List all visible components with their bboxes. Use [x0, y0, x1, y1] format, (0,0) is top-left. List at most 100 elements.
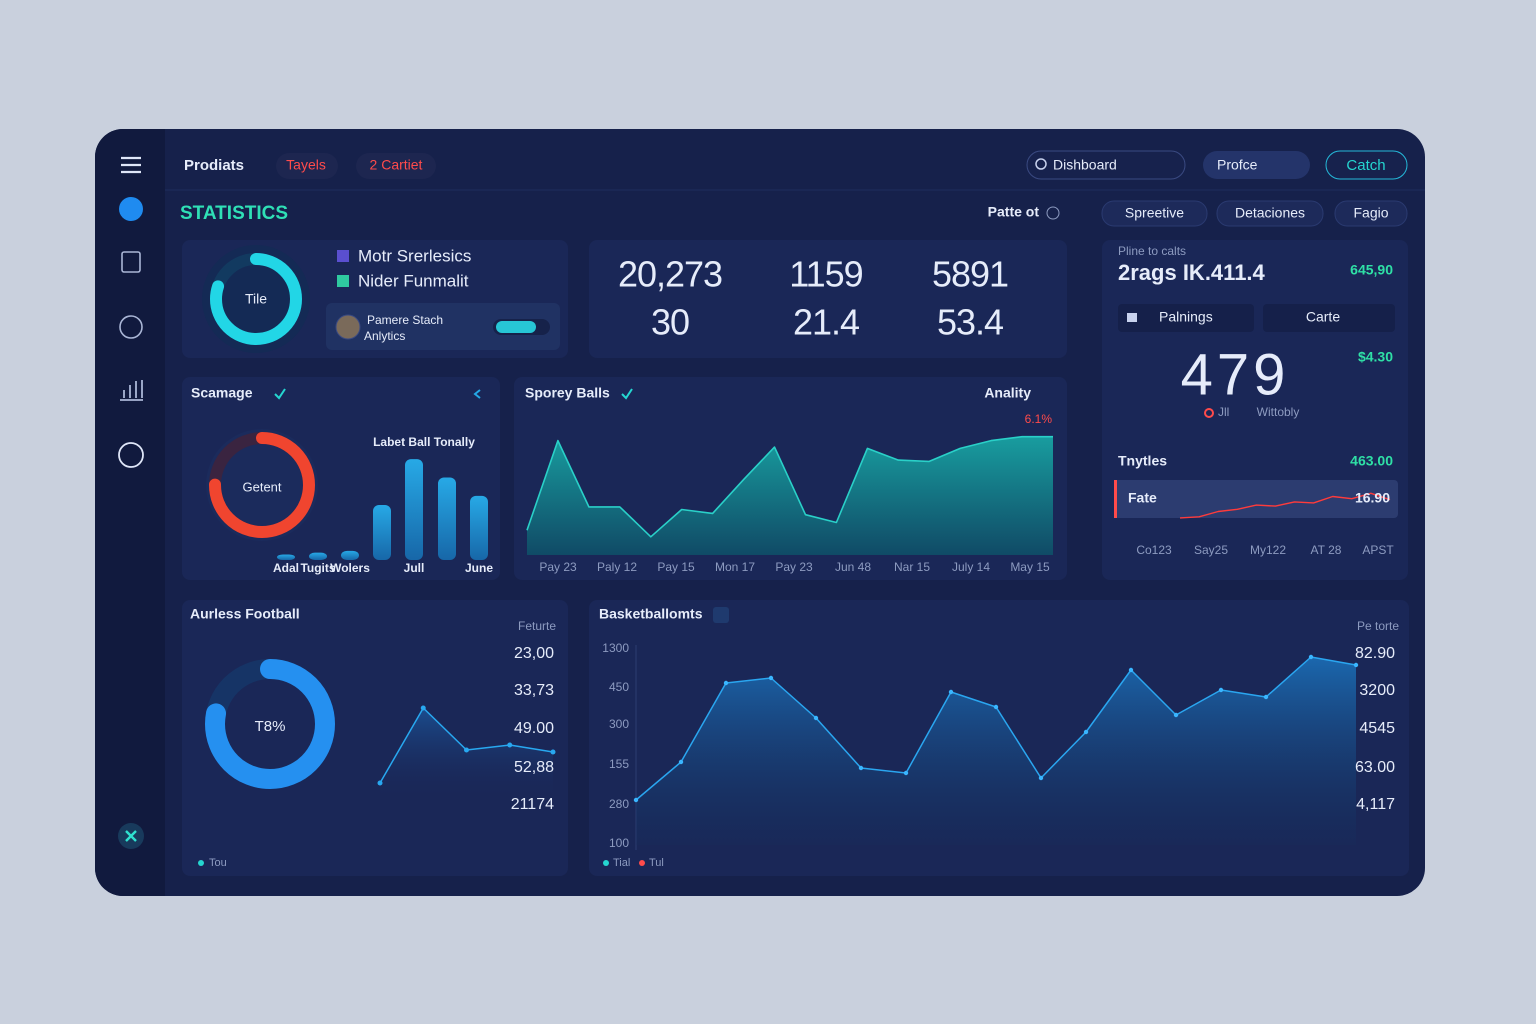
- bar: [341, 550, 359, 560]
- x-label: AT 28: [1311, 543, 1342, 557]
- point: [1083, 729, 1089, 735]
- bar: [277, 554, 295, 560]
- legend-text: Tou: [209, 857, 227, 869]
- stats-icon[interactable]: [119, 315, 143, 339]
- point: [420, 705, 426, 711]
- x-label: Pay 23: [539, 560, 577, 574]
- user-pill[interactable]: [326, 303, 560, 350]
- badge: 6.1%: [1025, 412, 1053, 426]
- side-value: 82.90: [1355, 645, 1395, 662]
- point: [993, 704, 999, 710]
- card-right: Anality: [984, 385, 1031, 401]
- gauge-arc: [210, 253, 302, 345]
- edit-icon[interactable]: [121, 251, 141, 273]
- side-value: 52,88: [514, 759, 554, 776]
- side-title: Feturte: [518, 619, 556, 633]
- note: Wittobly: [1257, 405, 1300, 419]
- x-label: Pay 15: [657, 560, 695, 574]
- x-label: Tugits: [300, 561, 335, 575]
- gauge-label: Tile: [245, 291, 267, 307]
- nav-pill[interactable]: [356, 153, 436, 179]
- help-icon[interactable]: [713, 607, 729, 623]
- legend-dot: [603, 860, 609, 866]
- nav-item[interactable]: 2 Cartiet: [370, 157, 423, 173]
- stat-value: 53.4: [937, 302, 1003, 343]
- point: [1038, 775, 1044, 781]
- point: [858, 765, 864, 771]
- point: [377, 780, 383, 786]
- area: [527, 436, 1053, 555]
- chart-title: Labet Ball Tonally: [373, 435, 475, 449]
- card-title: Sporey Balls: [525, 385, 610, 401]
- side-value: 33,73: [514, 682, 554, 699]
- select[interactable]: [1118, 304, 1254, 332]
- filter-pill[interactable]: [1101, 200, 1208, 227]
- catch-button[interactable]: [1325, 150, 1408, 180]
- profile-dropdown[interactable]: [1203, 151, 1310, 179]
- y-label: 1300: [602, 641, 629, 655]
- fate-label: Fate: [1128, 490, 1157, 506]
- x-label: Jull: [404, 561, 425, 575]
- row-value: 463.00: [1350, 453, 1393, 469]
- x-label: My122: [1250, 543, 1286, 557]
- dropdown-text: Profce: [1217, 157, 1258, 173]
- x-label: Mon 17: [715, 560, 755, 574]
- x-label: Paly 12: [597, 560, 637, 574]
- x-label: Pay 23: [775, 560, 813, 574]
- check-icon: [274, 388, 286, 400]
- note: Jll: [1218, 405, 1229, 419]
- filter-text: Spreetive: [1125, 205, 1184, 221]
- sidebar: [95, 129, 165, 896]
- side-value: 23,00: [514, 645, 554, 662]
- line: [526, 435, 1053, 538]
- stat-value: 1159: [789, 254, 862, 295]
- filter-pill[interactable]: [1216, 200, 1324, 227]
- gauge-label: Getent: [242, 479, 281, 494]
- bar: [438, 477, 456, 560]
- point: [507, 742, 513, 748]
- point: [464, 747, 469, 753]
- area: [380, 708, 553, 800]
- history-icon[interactable]: [118, 442, 144, 468]
- point: [1218, 687, 1224, 693]
- chart-icon[interactable]: [120, 380, 143, 401]
- profile-icon[interactable]: [119, 197, 143, 221]
- line: [1179, 492, 1391, 519]
- search-box[interactable]: [1026, 150, 1186, 180]
- menu-icon[interactable]: [121, 156, 141, 174]
- side-value: 4545: [1359, 720, 1395, 737]
- filter-pill[interactable]: [1334, 200, 1408, 227]
- badge: 645,90: [1350, 262, 1393, 278]
- arrow-icon[interactable]: [473, 389, 481, 399]
- side-value: 49.00: [514, 720, 554, 737]
- point: [1353, 662, 1359, 668]
- legend-swatch: [337, 275, 349, 287]
- fate-accent: [1114, 480, 1117, 518]
- filter-text: Fagio: [1353, 205, 1388, 221]
- info-icon: [1046, 206, 1060, 220]
- nav-item[interactable]: Tayels: [286, 157, 326, 173]
- point: [633, 797, 639, 803]
- legend-text: Motr Srerlesics: [358, 246, 471, 265]
- gauge-arc: [209, 432, 315, 538]
- card-title: Aurless Football: [190, 606, 300, 622]
- x-label: Co123: [1136, 543, 1172, 557]
- point: [550, 749, 556, 755]
- nav-item[interactable]: Prodiats: [184, 157, 244, 174]
- caption: Pline to calts: [1118, 244, 1186, 258]
- x-label: Say25: [1194, 543, 1228, 557]
- select-text: Palnings: [1159, 309, 1213, 325]
- bar: [309, 552, 327, 560]
- nav-pill[interactable]: [276, 153, 338, 179]
- stat-value: 30: [651, 302, 689, 343]
- point: [1308, 654, 1314, 660]
- side-value: 21174: [511, 796, 554, 813]
- x-label: May 15: [1010, 560, 1050, 574]
- side-card: [1102, 240, 1408, 580]
- side-value: 3200: [1359, 682, 1395, 699]
- stat-value: 21.4: [793, 302, 859, 343]
- filter-text: Detaciones: [1235, 205, 1305, 221]
- gauge-arc: [205, 659, 335, 789]
- point: [678, 759, 684, 765]
- select[interactable]: [1263, 304, 1395, 332]
